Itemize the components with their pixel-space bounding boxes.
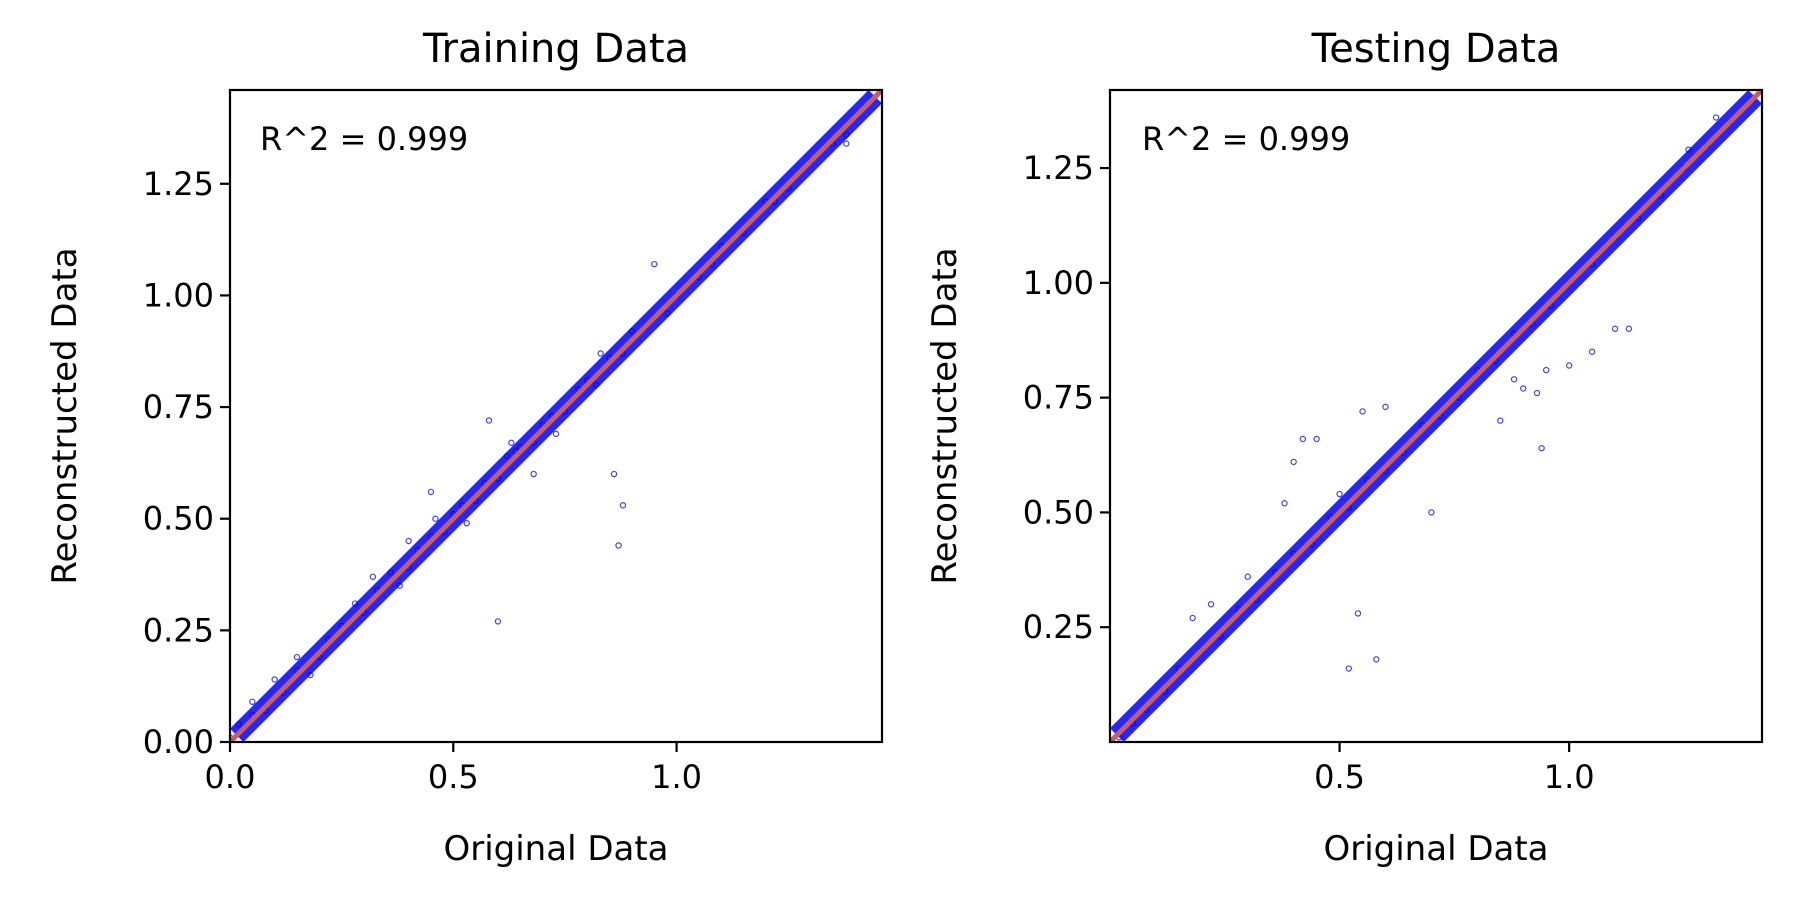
scatter-point [1542,366,1550,374]
scatter-point [387,569,394,576]
scatter-point [1244,573,1251,580]
scatter-point [1382,403,1389,411]
scatter-point [1520,385,1527,392]
y-tick-label: 0.25 [1023,608,1094,646]
y-tick-label: 0.50 [1023,493,1094,531]
scatter-point [552,430,560,438]
y-axis-label: Reconstructed Data [45,247,85,584]
fit-line [230,90,882,742]
scatter-point [427,488,435,496]
scatter-point [1354,610,1362,617]
y-tick-label: 0.75 [143,388,214,426]
x-tick-label: 0.5 [1314,758,1365,796]
scatter-point [664,310,671,317]
fit-line [1110,90,1762,742]
scatter-point [271,676,278,683]
r-squared-annotation: R^2 = 0.999 [1142,120,1350,158]
scatter-point [396,582,403,589]
scatter-point [628,327,636,335]
scatter-point [843,140,850,147]
scatter-point [235,720,243,728]
scatter-point [1189,614,1196,622]
scatter-point [307,671,314,679]
training-data-panel: Training Data Original Data Reconstructe… [45,26,884,869]
scatter-point [619,502,627,509]
scatter-point [494,618,502,625]
r-squared-annotation: R^2 = 0.999 [260,120,468,158]
scatter-point [1428,509,1435,516]
scatter-point [369,573,377,580]
y-tick-label: 0.75 [1023,379,1094,417]
scatter-point [843,131,850,138]
plot-area [230,90,882,742]
scatter-point [530,470,537,478]
y-tick-label: 1.00 [143,276,214,314]
scatter-point [1345,665,1352,672]
scatter-point [610,470,618,478]
scatter-point [1712,114,1720,121]
scatter-point [615,542,622,549]
testing-data-panel: Testing Data Original Data Reconstructed… [925,26,1764,869]
plot-frame [228,88,884,744]
scatter-point [463,519,470,527]
y-tick-label: 0.50 [143,500,214,538]
scatter-point [1290,458,1297,466]
scatter-point [1510,376,1518,383]
chart-title: Testing Data [1311,26,1561,72]
scatter-point [1588,348,1596,355]
scatter-point [293,653,301,661]
x-axis-label: Original Data [1323,829,1548,869]
x-tick-label: 0.5 [428,758,479,796]
x-tick-label: 1.0 [1544,758,1595,796]
x-tick-label: 1.0 [651,758,702,796]
scatter-point [597,350,604,357]
y-tick-label: 1.00 [1023,264,1094,302]
plot-frame [1108,88,1764,744]
y-axis-label: Reconstructed Data [925,247,965,584]
scatter-point [249,698,256,706]
y-tick-label: 1.25 [1023,149,1094,187]
scatter-point [1313,435,1320,443]
scatter-point [351,600,359,607]
scatter-point [485,417,493,424]
scatter-point [1359,408,1366,415]
y-tick-label: 0.25 [143,611,214,649]
x-axis-label: Original Data [443,829,668,869]
y-tick-label: 1.25 [143,165,214,203]
scatter-point [1565,362,1573,369]
scatter-point [1538,444,1545,452]
chart-title: Training Data [422,26,689,72]
plot-area [1110,90,1762,742]
scatter-point [503,452,511,460]
scatter-point [405,537,412,545]
scatter-point [1625,325,1633,332]
scatter-point [432,515,439,522]
y-tick-label: 0.00 [143,723,214,761]
x-tick-label: 0.0 [205,758,256,796]
scatter-point [1336,490,1343,498]
scatter-point [1281,500,1288,507]
scatter-point [1299,435,1307,443]
scatter-point [651,260,658,268]
scatter-point [1533,389,1541,397]
scatter-point [1497,417,1504,424]
scatter-point [508,439,515,446]
scatter-point [1373,656,1380,663]
scatter-point [1611,325,1619,332]
scatter-point [1685,146,1692,153]
scatter-point [592,381,600,388]
scatter-point [1207,601,1215,608]
